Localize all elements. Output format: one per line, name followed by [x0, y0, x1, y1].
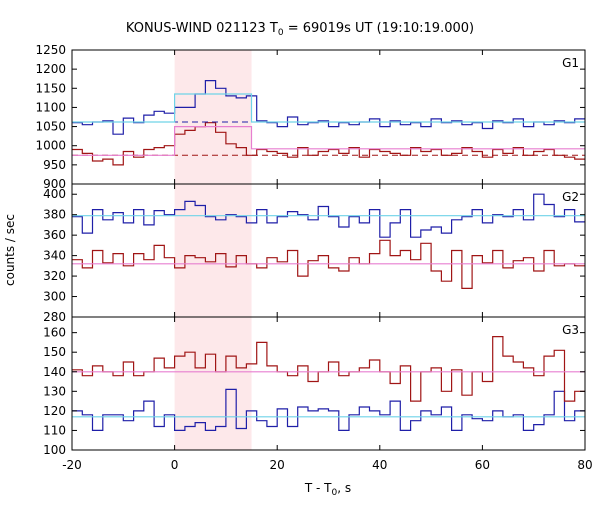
y-tick-label: 280: [43, 310, 66, 324]
panel-label: G2: [562, 190, 579, 204]
y-tick-label: 900: [43, 177, 66, 191]
y-tick-label: 1050: [35, 120, 66, 134]
y-tick-label: 1100: [35, 100, 66, 114]
series-line-blue: [72, 388, 585, 431]
series-line-red: [72, 336, 585, 402]
chart-title: KONUS-WIND 021123 T0 = 69019s UT (19:10:…: [126, 21, 474, 38]
fit-line-1: [72, 126, 585, 156]
y-tick-label: 340: [43, 249, 66, 263]
y-tick-label: 110: [43, 423, 66, 437]
y-tick-label: 1150: [35, 81, 66, 95]
series-line-red: [72, 122, 585, 166]
panel-frame: [71, 183, 586, 318]
panel-frame: [71, 49, 586, 185]
y-tick-label: 160: [43, 326, 66, 340]
y-tick-label: 400: [43, 187, 66, 201]
series-line-blue: [72, 80, 585, 135]
y-tick-label: 320: [43, 269, 66, 283]
panel-g2: 280 300 320 340 360 380 400 G2: [43, 183, 586, 324]
y-tick-label: 120: [43, 404, 66, 418]
x-tick-label: 0: [171, 458, 179, 472]
x-tick-label: -20: [62, 458, 82, 472]
y-tick-label: 140: [43, 365, 66, 379]
y-tick-label: 360: [43, 228, 66, 242]
panel-g3: 100 110 120 130 140 150 160 G3: [43, 316, 586, 457]
series-line-red: [72, 239, 585, 289]
x-axis-label: T - T0, s: [304, 481, 351, 498]
series-line-blue: [72, 193, 585, 238]
y-tick-label: 1200: [35, 62, 66, 76]
panel-g1: 900 950 1000 1050 1100 1150 1200 1250 G1: [35, 43, 586, 191]
highlight-interval: [174, 50, 252, 450]
y-tick-label: 1000: [35, 139, 66, 153]
x-tick-label: 60: [475, 458, 490, 472]
x-tick-label: 40: [372, 458, 387, 472]
fit-line-0: [72, 93, 585, 123]
y-tick-label: 150: [43, 345, 66, 359]
y-axis-label: counts / sec: [3, 214, 17, 286]
y-tick-label: 380: [43, 208, 66, 222]
x-tick-label: 80: [577, 458, 592, 472]
panel-label: G3: [562, 323, 579, 337]
x-tick-label: 20: [270, 458, 285, 472]
y-tick-label: 130: [43, 384, 66, 398]
y-tick-label: 300: [43, 290, 66, 304]
plot-area: 900950100010501100115012001250G128030032…: [35, 43, 592, 472]
y-tick-label: 950: [43, 158, 66, 172]
panel-frame: [71, 316, 586, 451]
y-tick-label: 100: [43, 443, 66, 457]
y-tick-label: 1250: [35, 43, 66, 57]
panel-label: G1: [562, 56, 579, 70]
